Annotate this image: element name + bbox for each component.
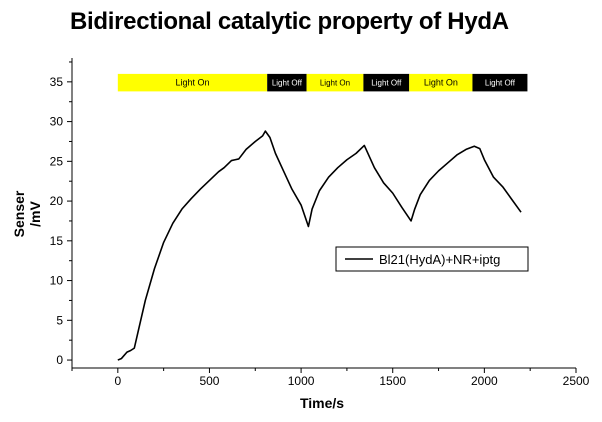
legend: Bl21(HydA)+NR+iptg bbox=[335, 246, 529, 272]
x-tick-label: 1000 bbox=[288, 374, 315, 388]
axes bbox=[71, 58, 576, 369]
x-tick-label: 2000 bbox=[471, 374, 498, 388]
annotation-label: Light Off bbox=[272, 79, 303, 88]
annotation-label: Light Off bbox=[371, 79, 402, 88]
annotation-label: Light On bbox=[175, 78, 209, 88]
y-tick-label: 15 bbox=[50, 234, 64, 248]
annotation-band bbox=[117, 73, 268, 92]
y-tick-label: 10 bbox=[50, 274, 64, 288]
annotation-band bbox=[267, 73, 307, 92]
legend-label: Bl21(HydA)+NR+iptg bbox=[379, 252, 500, 267]
x-tick-label: 1500 bbox=[379, 374, 406, 388]
x-tick-label: 500 bbox=[199, 374, 219, 388]
x-tick-label: 0 bbox=[114, 374, 121, 388]
y-tick-label: 35 bbox=[50, 75, 64, 89]
y-axis-label: Senser bbox=[11, 190, 27, 237]
annotation-label: Light On bbox=[424, 78, 458, 88]
annotation-label: Light Off bbox=[485, 79, 516, 88]
y-tick-label: 20 bbox=[50, 194, 64, 208]
annotation-band bbox=[472, 73, 528, 92]
annotation-bands: Light On Light Off Light On Light Off Light … bbox=[117, 73, 528, 92]
x-axis-label: Time/s bbox=[300, 395, 344, 411]
y-tick-label: 30 bbox=[50, 115, 64, 129]
y-tick-label: 25 bbox=[50, 154, 64, 168]
y-tick-label: 5 bbox=[56, 313, 63, 327]
y-ticks: 0 5 10 15 20 25 30 35 bbox=[50, 61, 72, 367]
annotation-band bbox=[306, 73, 364, 92]
chart-title: Bidirectional catalytic property of HydA bbox=[70, 8, 509, 35]
y-tick-label: 0 bbox=[56, 353, 63, 367]
annotation-label: Light On bbox=[320, 79, 350, 88]
y-axis-label-unit: /mV bbox=[27, 201, 43, 227]
annotation-band bbox=[363, 73, 410, 92]
series-line bbox=[117, 130, 522, 361]
x-ticks: 0 500 1000 1500 2000 2500 bbox=[71, 368, 590, 388]
x-tick-label: 2500 bbox=[563, 374, 590, 388]
annotation-band bbox=[409, 73, 473, 92]
